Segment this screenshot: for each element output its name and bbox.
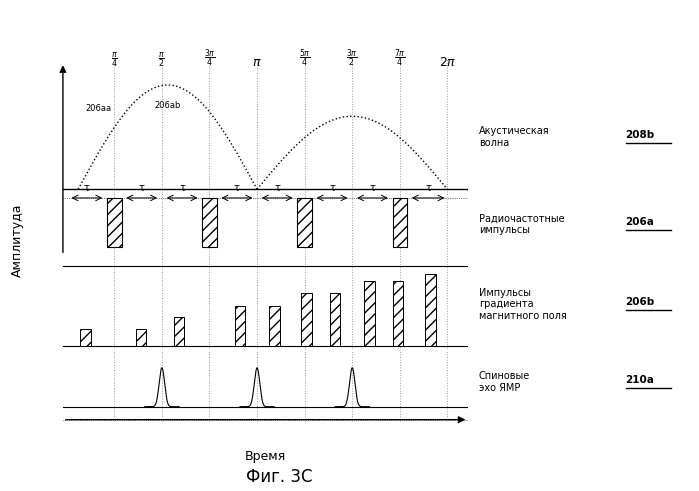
Text: $2π$: $2π$: [438, 56, 456, 69]
Text: Акустическая
волна: Акустическая волна: [479, 126, 549, 148]
Bar: [202, 198, 217, 246]
Text: $π$: $π$: [252, 56, 262, 69]
Text: τ: τ: [84, 183, 90, 193]
Text: τ: τ: [179, 183, 185, 193]
Text: 206аа: 206аа: [86, 104, 112, 113]
Text: τ: τ: [274, 183, 280, 193]
Text: Амплитуда: Амплитуда: [11, 204, 24, 277]
Bar: [425, 274, 435, 346]
Text: Время: Время: [245, 450, 287, 463]
Text: Спиновые
эхо ЯМР: Спиновые эхо ЯМР: [479, 372, 530, 393]
Bar: [393, 198, 407, 246]
Bar: [364, 281, 375, 346]
Text: 208b: 208b: [626, 130, 655, 139]
Text: Фиг. 3С: Фиг. 3С: [246, 468, 313, 486]
Text: τ: τ: [139, 183, 145, 193]
Text: $\frac{π}{2}$: $\frac{π}{2}$: [159, 51, 166, 69]
Bar: [393, 281, 403, 346]
Text: $\frac{π}{4}$: $\frac{π}{4}$: [111, 51, 117, 69]
Bar: [301, 293, 312, 346]
Text: 206b: 206b: [626, 297, 655, 307]
Text: $\frac{5π}{4}$: $\frac{5π}{4}$: [298, 48, 310, 69]
Bar: [235, 306, 245, 346]
Bar: [107, 198, 122, 246]
Text: $\frac{3π}{4}$: $\frac{3π}{4}$: [203, 48, 215, 69]
Bar: [269, 306, 280, 346]
Bar: [330, 293, 340, 346]
Text: τ: τ: [234, 183, 240, 193]
Text: Импульсы
градиента
магнитного поля: Импульсы градиента магнитного поля: [479, 288, 567, 321]
Text: τ: τ: [329, 183, 335, 193]
Text: 206a: 206a: [626, 217, 654, 226]
Text: 210a: 210a: [626, 375, 654, 385]
Bar: [297, 198, 312, 246]
Text: $\frac{7π}{4}$: $\frac{7π}{4}$: [394, 48, 405, 69]
Text: τ: τ: [425, 183, 431, 193]
Bar: [80, 329, 91, 346]
Bar: [173, 317, 185, 346]
Text: 206аb: 206аb: [154, 101, 180, 109]
Text: τ: τ: [370, 183, 375, 193]
Text: $\frac{3π}{2}$: $\frac{3π}{2}$: [347, 48, 358, 69]
Text: Радиочастотные
импульсы: Радиочастотные импульсы: [479, 213, 564, 235]
Bar: [136, 329, 146, 346]
